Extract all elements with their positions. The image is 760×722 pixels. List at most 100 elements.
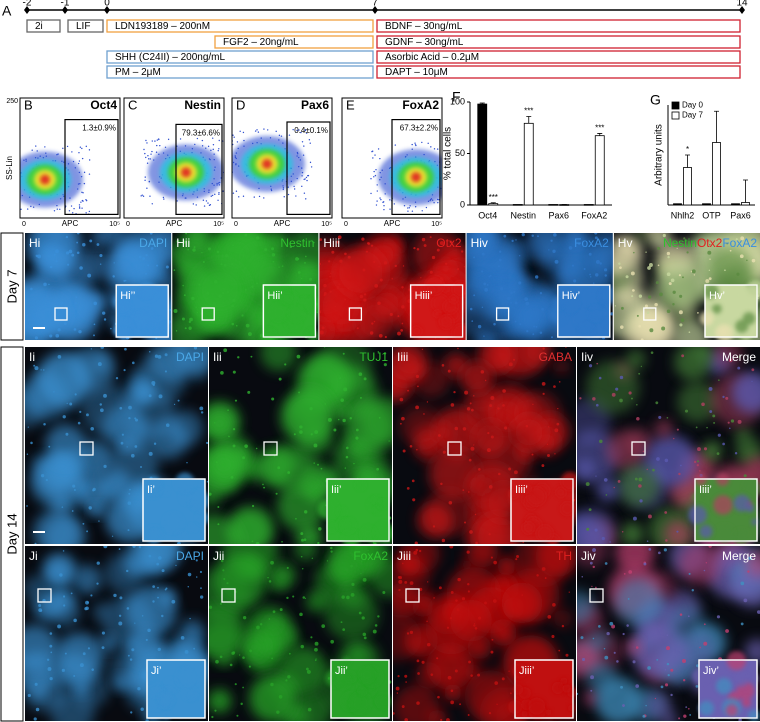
flow-plot <box>232 128 313 200</box>
treatment-bar <box>376 35 741 49</box>
inset-frame <box>409 284 464 338</box>
selection-box <box>79 441 94 456</box>
treatment-label: DAPT – 10μM <box>385 67 448 78</box>
panel-id: Hiv <box>471 236 488 250</box>
bar <box>712 142 721 206</box>
error-bar <box>743 179 748 203</box>
selection-box <box>589 588 604 603</box>
panel-id: Hv <box>618 236 633 250</box>
treatment-label: PM – 2μM <box>115 67 161 78</box>
inset-label: Jii’ <box>335 665 348 677</box>
legend-swatch <box>671 101 680 110</box>
error-bar <box>714 110 719 143</box>
treatment-label: 2i <box>35 21 43 32</box>
x-tick-label: 10⁵ <box>213 221 224 228</box>
panel-letter: B <box>24 97 33 112</box>
flow-frame <box>341 97 443 219</box>
panel-letter: C <box>128 97 137 112</box>
timeline-tick-label: -2 <box>23 0 32 9</box>
channel-label-part: Otx2 <box>697 236 723 250</box>
selection-box <box>643 307 657 321</box>
legend-label: Day 0 <box>682 101 703 110</box>
flow-frame <box>231 97 333 219</box>
treatment-bar <box>106 50 374 64</box>
inset-label: Hii’ <box>267 290 282 302</box>
micrograph <box>393 546 576 721</box>
panel-id: Ii <box>29 350 35 364</box>
flow-frame <box>123 97 225 219</box>
day-box <box>0 232 24 341</box>
micrograph <box>209 347 392 544</box>
y-tick-label: 100 <box>450 96 465 106</box>
error-bar <box>490 202 496 204</box>
treatment-bar <box>214 35 374 49</box>
day-box <box>0 346 24 722</box>
bar <box>594 135 605 206</box>
channel-label: FoxA2 <box>574 236 609 250</box>
micrograph <box>577 546 760 721</box>
treatment-bar <box>376 65 741 79</box>
x-axis-label: APC <box>384 219 401 228</box>
gate <box>64 118 119 216</box>
inset-frame <box>510 478 574 542</box>
error-bar <box>526 116 532 124</box>
x-tick-label: 10⁵ <box>109 221 120 228</box>
panel-id: Hii <box>176 236 190 250</box>
inset-label: Jiv’ <box>703 665 719 677</box>
panel-id: Iiii <box>397 350 408 364</box>
gate-percent: 1.3±0.9% <box>82 124 116 133</box>
inset-frame <box>142 478 206 542</box>
gate-percent: 67.3±2.2% <box>400 124 438 133</box>
flow-plot <box>370 141 442 212</box>
channel-label: TUJ1 <box>359 350 388 364</box>
x-tick-label: 10⁵ <box>431 221 442 228</box>
selection-box <box>447 441 462 456</box>
gate-percent: 0.4±0.1% <box>294 126 328 135</box>
bar <box>702 203 711 206</box>
selection-box <box>263 441 278 456</box>
inset-frame <box>698 659 758 719</box>
treatment-label: LIF <box>76 21 90 32</box>
panel-letter: F <box>452 89 461 105</box>
inset-label: Iii’ <box>331 484 341 496</box>
x-axis-label: APC <box>62 219 79 228</box>
timeline-tick-label: -1 <box>61 0 70 9</box>
x-tick-label: Oct4 <box>478 210 497 220</box>
micrograph <box>25 347 208 544</box>
error-bar <box>479 102 485 105</box>
panel-id: Jii <box>213 549 224 563</box>
significance: *** <box>489 193 498 202</box>
gate <box>175 123 223 216</box>
selection-box <box>201 307 215 321</box>
y-axis-label: Arbitrary units <box>654 124 665 186</box>
y-axis-label: SS-Lin <box>5 156 14 180</box>
timeline-tick-label: 14 <box>736 0 748 9</box>
treatment-bar <box>106 65 374 79</box>
bar <box>583 204 594 206</box>
x-tick-label: 0 <box>344 221 348 228</box>
y-tick-label: 0 <box>460 199 465 209</box>
bar <box>741 202 750 206</box>
x-axis-label: APC <box>274 219 291 228</box>
panel-id: Jiv <box>581 549 596 563</box>
inset-label: Jiii’ <box>519 665 534 677</box>
panel-id: Hiii <box>323 236 340 250</box>
panel-id: Hi <box>29 236 40 250</box>
inset-frame <box>262 284 317 338</box>
channel-label: Otx2 <box>436 236 462 250</box>
channel-label: DAPI <box>176 549 204 563</box>
treatment-label: GDNF – 30ng/mL <box>385 37 464 48</box>
significance: *** <box>524 107 533 116</box>
panel-letter: G <box>650 92 661 108</box>
significance: *** <box>595 124 604 133</box>
inset-frame <box>557 284 611 338</box>
timeline-tick-label: 7 <box>372 0 378 9</box>
flow-frame <box>19 97 121 219</box>
error-bar <box>685 154 690 168</box>
day-label: Day 7 <box>4 270 19 304</box>
micrograph <box>613 233 760 340</box>
bar <box>673 203 682 206</box>
channel-label: NestinOtx2FoxA2 <box>663 236 757 250</box>
day-label: Day 14 <box>4 513 19 554</box>
